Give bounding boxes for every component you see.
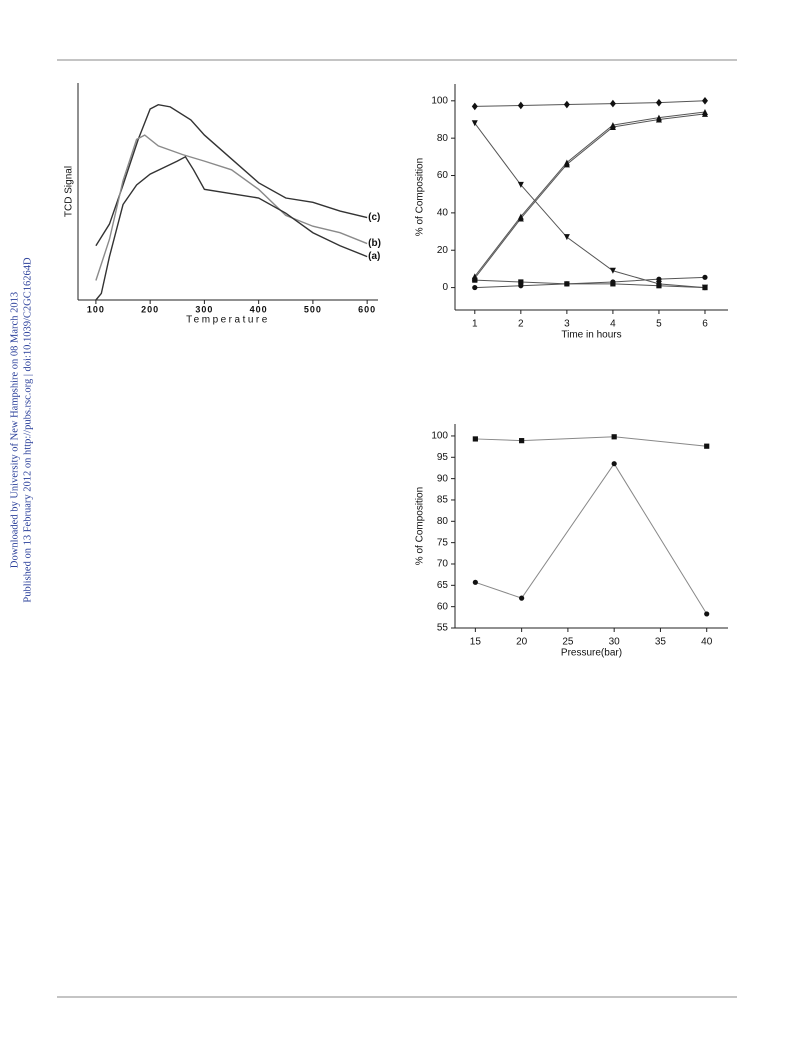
series-line — [474, 279, 706, 289]
series-line — [95, 155, 368, 301]
marker — [704, 611, 710, 617]
marker — [472, 277, 478, 283]
x-tick-label: 100 — [87, 304, 105, 314]
y-tick-label: 80 — [437, 133, 449, 144]
x-tick-label: 40 — [701, 637, 713, 648]
marker — [655, 114, 662, 121]
x-tick-label: 600 — [358, 304, 376, 314]
marker — [517, 101, 524, 110]
y-tick-label: 0 — [442, 282, 448, 293]
series-label: (c) — [368, 212, 380, 223]
x-tick-label: 4 — [610, 319, 616, 330]
marker — [518, 279, 524, 285]
y-tick-label: 100 — [431, 95, 448, 106]
y-axis-label: % of Composition — [415, 487, 426, 565]
x-tick-label: 2 — [518, 319, 524, 330]
y-tick-label: 85 — [437, 495, 449, 506]
series-line — [474, 276, 706, 289]
series-line — [475, 436, 707, 447]
marker — [609, 99, 616, 108]
marker — [472, 579, 478, 585]
marker — [611, 434, 617, 440]
marker — [610, 279, 616, 285]
marker — [519, 438, 525, 444]
x-tick-label: 400 — [250, 304, 268, 314]
marker — [655, 98, 662, 107]
marker — [702, 274, 708, 280]
x-tick-label: 200 — [141, 304, 159, 314]
x-tick-label: 5 — [656, 319, 662, 330]
y-tick-label: 100 — [431, 431, 448, 442]
marker — [563, 234, 570, 241]
x-tick-label: 15 — [470, 637, 482, 648]
marker — [518, 283, 524, 289]
y-tick-label: 55 — [437, 623, 449, 634]
series-line — [95, 134, 368, 281]
y-tick-label: 60 — [437, 601, 449, 612]
marker — [704, 443, 710, 449]
marker — [564, 281, 570, 287]
publication-notice: Published on 13 February 2012 on http://… — [22, 257, 33, 603]
y-tick-label: 80 — [437, 516, 449, 527]
marker — [471, 102, 478, 111]
y-axis-label: TCD Signal — [64, 166, 75, 217]
y-tick-label: 40 — [437, 208, 449, 219]
marker — [563, 159, 570, 166]
x-axis-label: Pressure(bar) — [561, 648, 622, 659]
y-tick-label: 20 — [437, 245, 449, 256]
y-tick-label: 95 — [437, 452, 449, 463]
x-tick-label: 300 — [195, 304, 213, 314]
y-tick-label: 90 — [437, 473, 449, 484]
x-tick-label: 30 — [609, 637, 621, 648]
marker — [471, 120, 478, 127]
series-label: (a) — [368, 251, 380, 262]
download-notice: Downloaded by University of New Hampshir… — [9, 292, 20, 568]
x-tick-label: 25 — [562, 637, 574, 648]
marker — [517, 213, 524, 220]
marker — [472, 436, 478, 442]
x-tick-label: 3 — [564, 319, 570, 330]
series-line — [474, 111, 706, 277]
x-tick-label: 6 — [702, 319, 708, 330]
marker — [656, 283, 662, 289]
series-line — [475, 462, 708, 615]
x-axis-label: Time in hours — [561, 330, 621, 341]
marker — [656, 276, 662, 282]
x-tick-label: 500 — [304, 304, 322, 314]
series-line — [474, 100, 706, 107]
marker — [472, 284, 478, 291]
marker — [611, 461, 617, 467]
series-line — [474, 122, 706, 289]
x-tick-label: 35 — [655, 637, 667, 648]
y-tick-label: 65 — [437, 580, 449, 591]
y-tick-label: 70 — [437, 559, 449, 570]
marker — [609, 267, 616, 274]
marker — [701, 97, 708, 105]
x-tick-label: 20 — [516, 637, 528, 648]
marker — [563, 100, 570, 109]
x-axis-label: Temperature — [186, 315, 270, 326]
marker — [702, 284, 708, 291]
marker — [517, 181, 524, 188]
series-line — [95, 103, 368, 247]
marker — [701, 109, 708, 116]
y-tick-label: 60 — [437, 170, 449, 181]
y-tick-label: 75 — [437, 537, 449, 548]
series-line — [474, 113, 706, 279]
y-axis-label: % of Composition — [415, 158, 426, 236]
series-label: (b) — [368, 238, 381, 249]
x-tick-label: 1 — [472, 319, 478, 330]
marker — [609, 122, 616, 129]
marker — [519, 595, 525, 601]
